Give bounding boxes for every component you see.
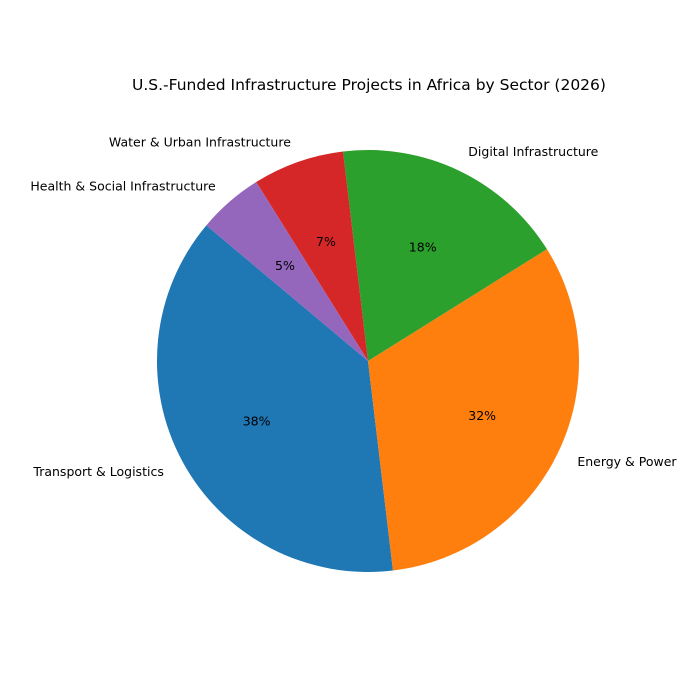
pie-slice-digital-infrastructure — [343, 150, 547, 361]
slice-label-water-and-urban-infrastructure: Water & Urban Infrastructure — [109, 135, 291, 150]
pie-slices — [156, 150, 580, 573]
pie-slice-health-and-social-infrastructure — [206, 182, 368, 361]
percent-labels: 38% 32% 18% 7% 5% — [243, 234, 496, 429]
slice-label-health-and-social-infrastructure: Health & Social Infrastructure — [30, 178, 216, 193]
pie-slice-water-and-urban-infrastructure — [256, 151, 368, 361]
percent-label-digital-infrastructure: 18% — [409, 239, 437, 254]
pie-slice-energy-and-power — [368, 249, 580, 571]
slice-label-energy-and-power: Energy & Power — [577, 454, 677, 469]
slice-labels: Transport & Logistics Energy & Power Digit… — [30, 135, 677, 479]
slice-label-transport-and-logistics: Transport & Logistics — [32, 464, 163, 479]
pie-slice-transport-and-logistics — [156, 225, 393, 573]
percent-label-energy-and-power: 32% — [468, 408, 496, 423]
chart-title: U.S.-Funded Infrastructure Projects in A… — [132, 76, 606, 94]
slice-label-digital-infrastructure: Digital Infrastructure — [468, 144, 598, 159]
percent-label-water-and-urban-infrastructure: 7% — [316, 234, 336, 249]
percent-label-transport-and-logistics: 38% — [243, 414, 271, 429]
percent-label-health-and-social-infrastructure: 5% — [275, 258, 295, 273]
